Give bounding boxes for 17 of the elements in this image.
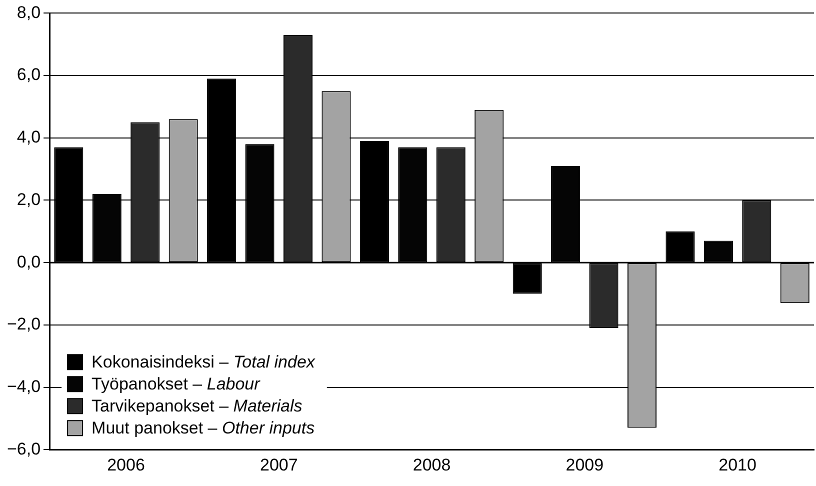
y-tick-label: 8,0: [16, 2, 41, 22]
y-tick-label: −2,0: [7, 314, 41, 334]
y-tick-label: 2,0: [16, 190, 41, 209]
legend-label: Tarvikepanokset – Materials: [92, 396, 303, 416]
y-tick-label: −6,0: [7, 439, 41, 458]
legend-label: Kokonaisindeksi – Total index: [92, 352, 316, 372]
x-tick-label: 2007: [260, 455, 298, 474]
x-tick-label: 2008: [412, 455, 451, 474]
legend-label: Muut panokset – Other inputs: [92, 418, 316, 438]
x-tick-label: 2010: [718, 455, 756, 474]
legend-label: Työpanokset – Labour: [92, 374, 262, 394]
y-tick-label: −4,0: [7, 376, 41, 396]
x-tick-label: 2009: [566, 455, 604, 474]
y-tick-label: 0,0: [16, 252, 41, 272]
y-tick-label: 6,0: [16, 65, 41, 84]
y-tick-label: 4,0: [16, 128, 41, 147]
x-tick-label: 2006: [107, 455, 145, 474]
